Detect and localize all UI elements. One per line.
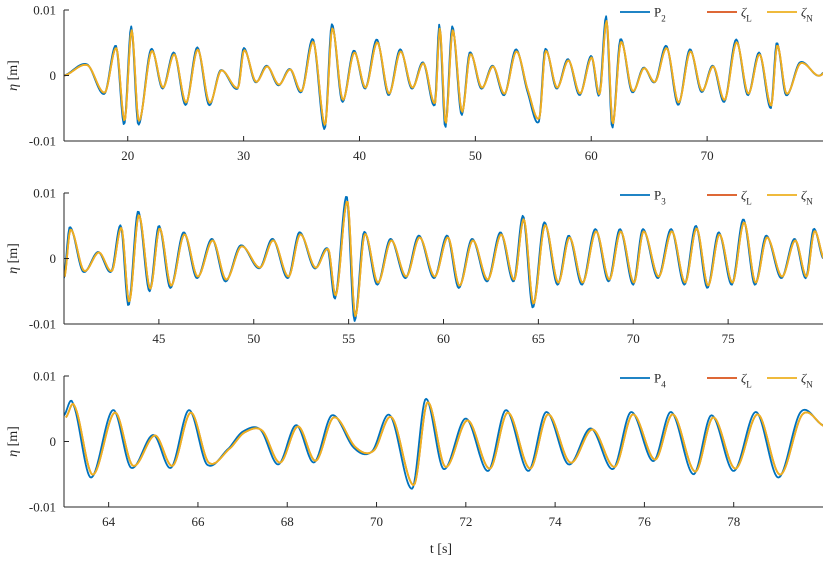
series-group-p3 [64,196,823,322]
y-axis-label: η [m] [6,60,21,91]
panel-p4: 64 66 68 70 72 74 76 78 -0.01 0 0.01 η [m] P4 ζL ζN [6,369,823,529]
series-line-zetaN-p3 [64,200,823,317]
x-tick-label: 66 [191,514,205,529]
y-tick-label: 0.01 [33,369,56,384]
x-tick-label: 72 [459,514,472,529]
series-group-p4 [64,397,823,490]
legend-label-zetaN: ζN [801,5,813,24]
x-tick-label: 70 [370,514,383,529]
x-axis-label: t [s] [430,542,452,557]
series-line-zetaN-p2 [64,20,823,126]
legend-label-P: P3 [654,188,666,207]
x-tick-label: 70 [627,331,640,346]
x-tick-label: 60 [437,331,450,346]
y-axis-label: η [m] [6,243,21,274]
y-tick-label: 0.01 [33,186,56,201]
x-tick-label: 40 [353,148,366,163]
x-tick-label: 50 [247,331,260,346]
legend-label-zetaL: ζL [741,5,752,24]
x-tick-label: 45 [152,331,165,346]
legend-p4: P4 ζL ζN [620,371,813,390]
panel-p3: 45 50 55 60 65 70 75 -0.01 0 0.01 η [m] P3 ζL ζN [6,186,823,346]
legend-p3: P3 ζL ζN [620,188,813,207]
series-line-zetaN-p4 [65,401,823,486]
x-tick-label: 74 [549,514,563,529]
x-tick-label: 78 [727,514,740,529]
y-tick-label: 0 [50,251,57,266]
legend-label-zetaL: ζL [741,371,752,390]
y-tick-label: -0.01 [29,134,56,149]
series-line-P-p4 [64,397,823,490]
x-tick-label: 50 [469,148,482,163]
legend-label-zetaN: ζN [801,188,813,207]
y-tick-label: 0 [50,68,57,83]
legend-p2: P2 ζL ζN [620,5,813,24]
legend-label-zetaL: ζL [741,188,752,207]
x-tick-label: 65 [532,331,545,346]
x-tick-label: 75 [722,331,735,346]
y-tick-label: 0.01 [33,3,56,18]
y-tick-label: 0 [50,434,57,449]
x-tick-label: 60 [585,148,598,163]
y-axis-label: η [m] [6,426,21,457]
panel-p2: 20 30 40 50 60 70 -0.01 0 0.01 η [m] P2 ζL ζN [6,3,823,163]
legend-label-P: P2 [654,5,666,24]
x-tick-label: 30 [237,148,250,163]
series-group-p2 [64,15,823,130]
x-tick-label: 70 [701,148,714,163]
legend-label-zetaN: ζN [801,371,813,390]
x-tick-label: 64 [102,514,116,529]
y-tick-label: -0.01 [29,317,56,332]
x-tick-label: 68 [281,514,294,529]
legend-label-P: P4 [654,371,666,390]
x-tick-label: 76 [638,514,652,529]
y-tick-label: -0.01 [29,500,56,515]
x-tick-label: 20 [121,148,134,163]
x-tick-label: 55 [342,331,355,346]
